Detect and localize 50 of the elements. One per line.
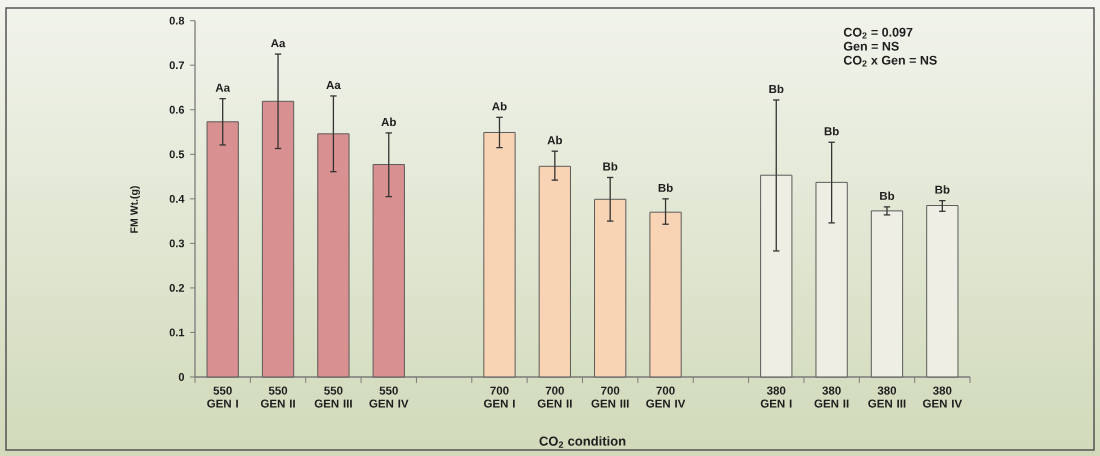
annotation: Bb <box>935 185 950 194</box>
x-tick-label: 550 GEN I <box>207 386 238 408</box>
x-tick-label: 700 GEN II <box>537 386 572 408</box>
x-tick-label: 380 GEN I <box>760 386 792 408</box>
y-tick-label: 0.4 <box>169 194 185 203</box>
x-tick-label: 550 GEN III <box>314 386 352 408</box>
bar <box>538 165 571 378</box>
annotation: Aa <box>270 39 286 48</box>
annotation: Gen = NS <box>843 41 899 51</box>
bar <box>926 205 959 378</box>
annotation: Bb <box>658 183 673 192</box>
bar <box>261 100 295 378</box>
bar <box>317 133 350 378</box>
y-tick-label: 0.5 <box>169 150 185 159</box>
bar <box>760 174 793 378</box>
annotation: CO$_{2}$ = 0.097 <box>843 27 913 39</box>
y-tick-label: 0 <box>178 373 185 381</box>
annotation: Ab <box>381 117 396 127</box>
x-tick-label: 550 GEN IV <box>369 386 409 408</box>
bar <box>483 131 516 378</box>
annotation: Ab <box>492 102 507 111</box>
annotation: Ab <box>547 135 563 145</box>
y-tick-label: 0.1 <box>169 328 185 337</box>
bar <box>594 198 627 378</box>
x-tick-label: 380 GEN II <box>814 386 849 408</box>
bar <box>206 121 239 378</box>
y-tick-label: 0.7 <box>169 61 185 70</box>
annotation: CO$_{2}$ x Gen = NS <box>843 55 937 67</box>
y-tick-label: 0.3 <box>169 239 185 248</box>
x-tick-label: 700 GEN III <box>591 386 629 408</box>
x-tick-label: 700 GEN IV <box>646 386 686 408</box>
bar <box>372 164 405 378</box>
bar <box>649 211 682 378</box>
annotation: Bb <box>603 162 618 171</box>
x-tick-label: 380 GEN III <box>868 386 906 408</box>
x-tick-label: 380 GEN IV <box>922 386 963 408</box>
y-tick-label: 0.6 <box>169 105 185 114</box>
x-tick-label: 550 GEN II <box>260 386 295 408</box>
annotation: Bb <box>769 84 784 94</box>
annotation: Bb <box>880 191 895 200</box>
annotation: Aa <box>215 83 231 92</box>
bar <box>815 181 848 378</box>
x-tick-label: 700 GEN I <box>483 386 515 408</box>
y-axis-title: FM Wt.(g) <box>130 186 140 233</box>
y-tick-label: 0.2 <box>169 284 185 292</box>
y-tick-label: 0.8 <box>169 16 185 25</box>
annotation: Bb <box>824 126 839 136</box>
x-axis-title: CO$_{2}$ condition <box>539 436 626 448</box>
annotation: Aa <box>326 81 341 90</box>
bar <box>870 210 904 378</box>
